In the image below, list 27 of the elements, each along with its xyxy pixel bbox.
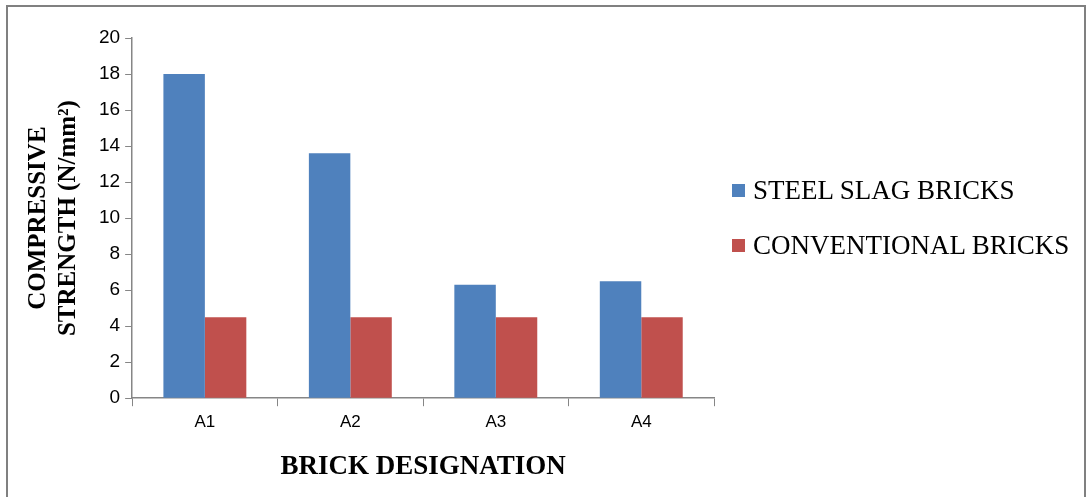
legend-label: CONVENTIONAL BRICKS	[753, 230, 1070, 261]
y-tick-label: 14	[98, 134, 121, 156]
bar	[163, 74, 205, 398]
x-tick-label: A4	[630, 412, 652, 432]
y-tick-label: 12	[98, 170, 121, 192]
y-axis-title: COMPRESSIVE STRENGTH (N/mm²)	[23, 100, 82, 337]
legend-label: STEEL SLAG BRICKS	[753, 175, 1015, 206]
y-tick-label: 6	[109, 278, 121, 300]
bar	[454, 284, 496, 398]
x-tick-label: A1	[194, 412, 216, 432]
y-tick-label: 0	[109, 386, 121, 408]
bar	[204, 317, 247, 398]
bar	[641, 317, 683, 398]
y-tick-label: 18	[98, 62, 121, 84]
bar	[495, 317, 538, 398]
y-tick-label: 4	[109, 314, 121, 336]
y-tick-label: 10	[98, 206, 121, 228]
y-tick-label: 2	[109, 350, 121, 372]
x-axis-title: BRICK DESIGNATION	[280, 449, 567, 480]
bar	[599, 281, 642, 398]
x-tick-label: A2	[339, 412, 361, 432]
y-tick-label: 20	[98, 26, 121, 48]
bar	[308, 153, 351, 398]
y-tick-label: 16	[98, 98, 121, 120]
bar	[350, 317, 392, 398]
x-tick-label: A3	[485, 412, 507, 432]
y-tick-label: 8	[109, 242, 121, 264]
